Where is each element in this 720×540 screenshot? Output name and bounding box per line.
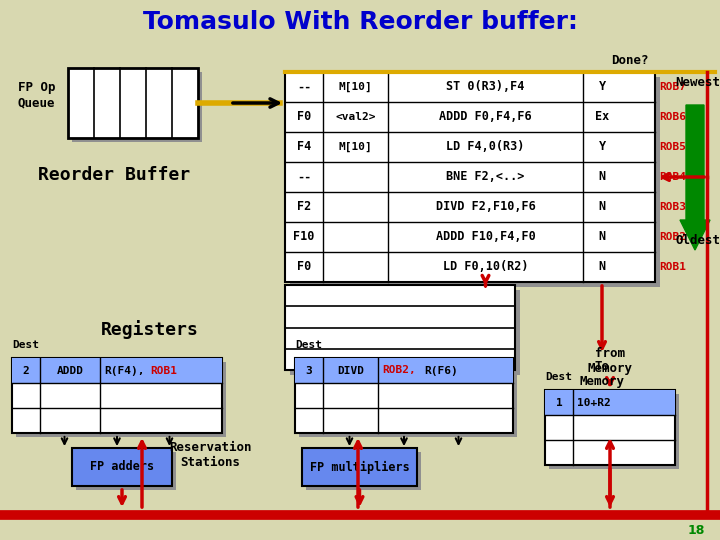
Text: --: -- bbox=[297, 80, 311, 93]
Text: ROB2,: ROB2, bbox=[382, 366, 415, 375]
Text: ROB3: ROB3 bbox=[659, 202, 686, 212]
Text: Reservation
Stations: Reservation Stations bbox=[168, 441, 251, 469]
Text: FP multipliers: FP multipliers bbox=[310, 461, 410, 474]
Text: Newest: Newest bbox=[675, 76, 720, 89]
Bar bbox=[12, 358, 222, 433]
Text: ROB6: ROB6 bbox=[659, 112, 686, 122]
Text: Dest: Dest bbox=[545, 372, 572, 382]
Text: ROB2: ROB2 bbox=[659, 232, 686, 242]
Bar bbox=[285, 285, 515, 370]
Text: N: N bbox=[598, 260, 606, 273]
Text: Dest: Dest bbox=[295, 340, 322, 350]
Bar bbox=[72, 72, 202, 142]
Text: DIVD F2,F10,F6: DIVD F2,F10,F6 bbox=[436, 200, 536, 213]
Text: F10: F10 bbox=[293, 231, 315, 244]
Text: 10+R2: 10+R2 bbox=[577, 397, 611, 408]
Text: R(F6): R(F6) bbox=[424, 366, 458, 375]
Bar bbox=[16, 362, 226, 437]
Bar bbox=[72, 448, 172, 486]
Bar bbox=[545, 390, 675, 415]
Text: Done?: Done? bbox=[611, 53, 649, 66]
Text: <val2>: <val2> bbox=[336, 112, 376, 122]
Text: Reorder Buffer: Reorder Buffer bbox=[38, 166, 190, 184]
Text: N: N bbox=[598, 231, 606, 244]
Text: 2: 2 bbox=[22, 366, 30, 375]
Bar bbox=[306, 452, 421, 490]
Text: 1: 1 bbox=[556, 397, 562, 408]
Text: DIVD: DIVD bbox=[337, 366, 364, 375]
Text: F0: F0 bbox=[297, 260, 311, 273]
Text: 3: 3 bbox=[305, 366, 312, 375]
Text: Ex: Ex bbox=[595, 111, 609, 124]
Text: F0: F0 bbox=[297, 111, 311, 124]
Bar bbox=[549, 394, 679, 469]
Bar bbox=[68, 68, 198, 138]
Text: R(F4),: R(F4), bbox=[104, 366, 145, 375]
Bar bbox=[285, 72, 655, 282]
Text: Registers: Registers bbox=[101, 321, 199, 340]
Text: F2: F2 bbox=[297, 200, 311, 213]
Bar bbox=[299, 362, 517, 437]
Text: Y: Y bbox=[598, 140, 606, 153]
Text: LD F4,0(R3): LD F4,0(R3) bbox=[446, 140, 525, 153]
Bar bbox=[545, 390, 675, 465]
Text: FP adders: FP adders bbox=[90, 461, 154, 474]
Text: ADDD: ADDD bbox=[56, 366, 84, 375]
Text: Dest: Dest bbox=[12, 340, 39, 350]
FancyArrow shape bbox=[680, 105, 710, 250]
Text: LD F0,10(R2): LD F0,10(R2) bbox=[443, 260, 528, 273]
Bar bbox=[76, 452, 176, 490]
Text: Y: Y bbox=[598, 80, 606, 93]
Text: ROB1: ROB1 bbox=[150, 366, 177, 375]
Text: FP Op
Queue: FP Op Queue bbox=[18, 81, 55, 109]
Text: N: N bbox=[598, 171, 606, 184]
Bar bbox=[12, 358, 222, 383]
Bar bbox=[302, 448, 417, 486]
Text: ADDD F0,F4,F6: ADDD F0,F4,F6 bbox=[439, 111, 532, 124]
Text: ROB1: ROB1 bbox=[659, 262, 686, 272]
Text: BNE F2,<..>: BNE F2,<..> bbox=[446, 171, 525, 184]
Text: F4: F4 bbox=[297, 140, 311, 153]
Text: 18: 18 bbox=[688, 523, 705, 537]
Text: --: -- bbox=[297, 171, 311, 184]
Bar bbox=[295, 358, 513, 433]
Text: ROB4: ROB4 bbox=[659, 172, 686, 182]
Text: To
Memory: To Memory bbox=[580, 360, 624, 388]
Text: N: N bbox=[598, 200, 606, 213]
Bar bbox=[295, 358, 513, 383]
Bar bbox=[290, 290, 520, 375]
Text: M[10]: M[10] bbox=[338, 142, 372, 152]
Text: ROB7: ROB7 bbox=[659, 82, 686, 92]
Text: Tomasulo With Reorder buffer:: Tomasulo With Reorder buffer: bbox=[143, 10, 577, 34]
Text: ROB5: ROB5 bbox=[659, 142, 686, 152]
Text: ST 0(R3),F4: ST 0(R3),F4 bbox=[446, 80, 525, 93]
Text: from
Memory: from Memory bbox=[588, 347, 632, 375]
Text: M[10]: M[10] bbox=[338, 82, 372, 92]
Bar bbox=[290, 77, 660, 287]
Text: Oldest: Oldest bbox=[675, 233, 720, 246]
Text: ADDD F10,F4,F0: ADDD F10,F4,F0 bbox=[436, 231, 536, 244]
